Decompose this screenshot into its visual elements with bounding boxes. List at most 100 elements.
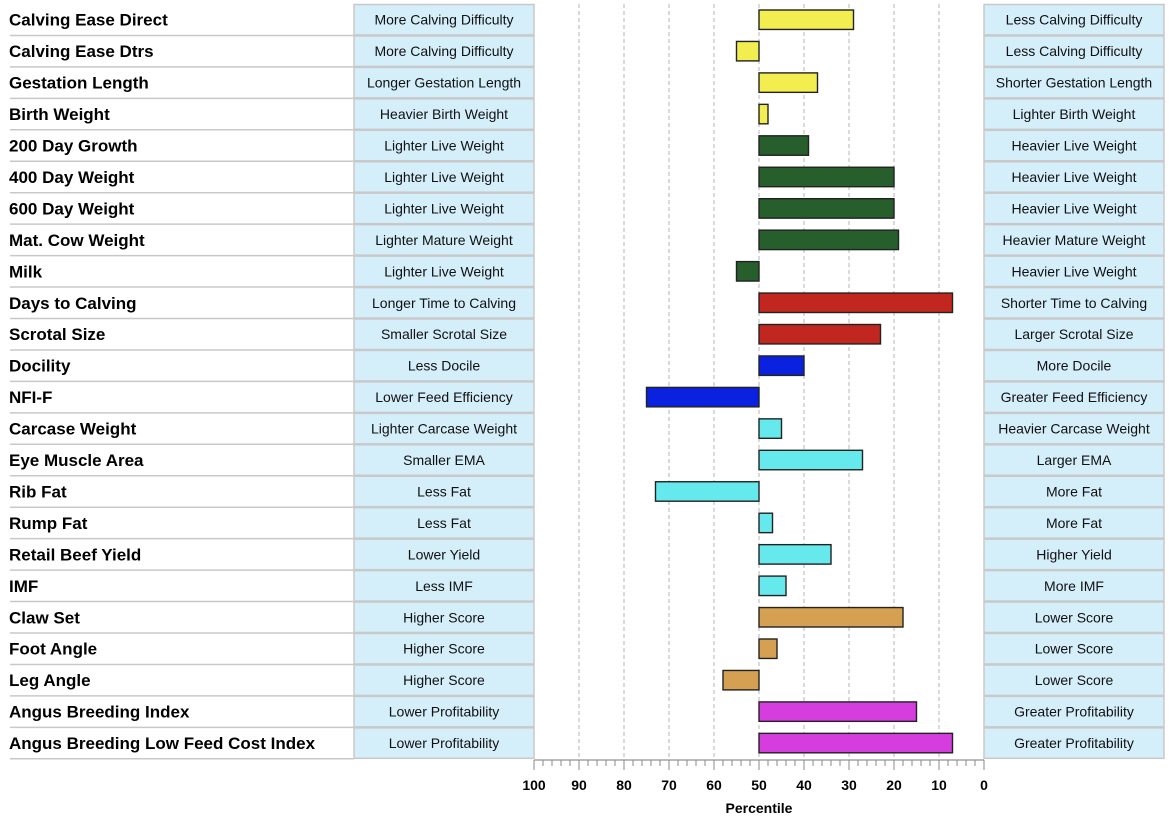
trait-label: Gestation Length <box>9 74 149 93</box>
right-description: Heavier Carcase Weight <box>998 421 1150 437</box>
right-description: More Fat <box>1046 483 1102 499</box>
bar-600-day-weight <box>758 197 895 219</box>
bar-scrotal-size <box>758 323 882 345</box>
right-description: More IMF <box>1044 578 1104 594</box>
bar-400-day-weight <box>758 166 895 188</box>
right-description-box <box>983 727 1165 760</box>
trait-label: Mat. Cow Weight <box>9 231 145 250</box>
bar-nfi-f <box>645 386 760 408</box>
left-description: Lower Profitability <box>389 735 500 751</box>
trait-label: Scrotal Size <box>9 325 105 344</box>
left-description-box <box>353 349 535 382</box>
left-description: Heavier Birth Weight <box>380 106 508 122</box>
bar-200-day-growth <box>758 135 810 156</box>
left-description: Longer Time to Calving <box>372 295 516 311</box>
x-tick-label: 100 <box>522 777 546 793</box>
right-description-box <box>983 664 1165 697</box>
left-description: Higher Score <box>403 672 485 688</box>
right-description: Less Calving Difficulty <box>1006 43 1143 59</box>
right-description: Shorter Time to Calving <box>1001 295 1147 311</box>
trait-label: Calving Ease Dtrs <box>9 42 154 61</box>
left-description-box <box>353 223 535 256</box>
trait-label: Leg Angle <box>9 671 91 690</box>
bars-layer <box>645 9 954 754</box>
x-tick-label: 50 <box>751 777 767 793</box>
right-description-box <box>983 35 1165 68</box>
left-description-box <box>353 66 535 99</box>
bar-rump-fat <box>758 512 774 534</box>
right-description-box <box>983 632 1165 665</box>
right-description: Larger EMA <box>1037 452 1112 468</box>
x-tick-label: 70 <box>661 777 677 793</box>
trait-label: Calving Ease Direct <box>9 11 168 30</box>
bar-angus-breeding-low-feed-cost-index <box>758 732 954 754</box>
left-description: Less Docile <box>408 358 481 374</box>
left-description-box <box>353 444 535 476</box>
right-description-box <box>983 3 1165 36</box>
trait-label: Docility <box>9 357 71 376</box>
right-description: Heavier Mature Weight <box>1003 232 1146 248</box>
left-description-box <box>353 381 535 414</box>
trait-label: NFI-F <box>9 388 52 407</box>
trait-label: Birth Weight <box>9 105 110 124</box>
left-description-box <box>353 538 535 571</box>
left-description-box <box>353 632 535 665</box>
right-description: More Fat <box>1046 515 1102 531</box>
right-description-box <box>983 538 1165 571</box>
left-description: Less Fat <box>417 515 471 531</box>
left-description: Smaller EMA <box>403 452 485 468</box>
bar-angus-breeding-index <box>758 701 918 723</box>
trait-label: 400 Day Weight <box>9 168 135 187</box>
left-description-box <box>353 35 535 68</box>
left-description: Lighter Carcase Weight <box>371 421 517 437</box>
x-tick-label: 90 <box>571 777 587 793</box>
left-description: Longer Gestation Length <box>367 75 521 91</box>
right-description: Less Calving Difficulty <box>1006 12 1143 28</box>
bar-docility <box>758 355 805 377</box>
x-tick-label: 30 <box>841 777 857 793</box>
right-description-box <box>983 601 1165 634</box>
left-description-box <box>353 695 535 728</box>
trait-label: Days to Calving <box>9 294 137 313</box>
trait-label: 200 Day Growth <box>9 137 138 156</box>
left-description: Higher Score <box>403 609 485 625</box>
left-description: More Calving Difficulty <box>374 43 513 59</box>
left-description-box <box>353 569 535 602</box>
x-tick-label: 10 <box>931 777 947 793</box>
trait-label: Milk <box>9 262 43 281</box>
right-description-box <box>983 286 1165 319</box>
left-description: Lighter Live Weight <box>384 200 504 216</box>
trait-label: Angus Breeding Low Feed Cost Index <box>9 734 316 753</box>
bar-leg-angle <box>722 669 760 691</box>
bar-gestation-length <box>758 72 819 94</box>
right-description-box <box>983 318 1165 351</box>
right-description-box <box>983 412 1165 445</box>
x-tick-label: 60 <box>706 777 722 793</box>
bar-rib-fat <box>654 481 760 502</box>
right-description-box <box>983 506 1165 539</box>
x-tick-label: 20 <box>886 777 902 793</box>
right-description: Heavier Live Weight <box>1011 200 1136 216</box>
bar-retail-beef-yield <box>758 543 832 565</box>
right-description: Heavier Live Weight <box>1011 138 1136 154</box>
rows-layer: Calving Ease Direct More Calving Difficul… <box>9 3 1165 760</box>
x-axis-title: Percentile <box>726 800 793 816</box>
right-description-box <box>983 569 1165 602</box>
x-tick-label: 80 <box>616 777 632 793</box>
bar-calving-ease-direct <box>758 9 855 31</box>
right-description: Greater Feed Efficiency <box>1001 389 1148 405</box>
left-description: Lighter Live Weight <box>384 138 504 154</box>
right-description: Shorter Gestation Length <box>996 75 1152 91</box>
right-description-box <box>983 255 1165 288</box>
right-description-box <box>983 381 1165 414</box>
right-description-box <box>983 192 1165 225</box>
bar-foot-angle <box>758 638 778 660</box>
trait-label: Foot Angle <box>9 640 97 659</box>
trait-label: Eye Muscle Area <box>9 451 144 470</box>
right-description: Lower Score <box>1035 609 1114 625</box>
bar-mat-cow-weight <box>758 229 900 251</box>
bar-carcase-weight <box>758 418 783 440</box>
left-description: Lighter Mature Weight <box>375 232 513 248</box>
right-description: Lower Score <box>1035 672 1114 688</box>
left-description-box <box>353 192 535 225</box>
